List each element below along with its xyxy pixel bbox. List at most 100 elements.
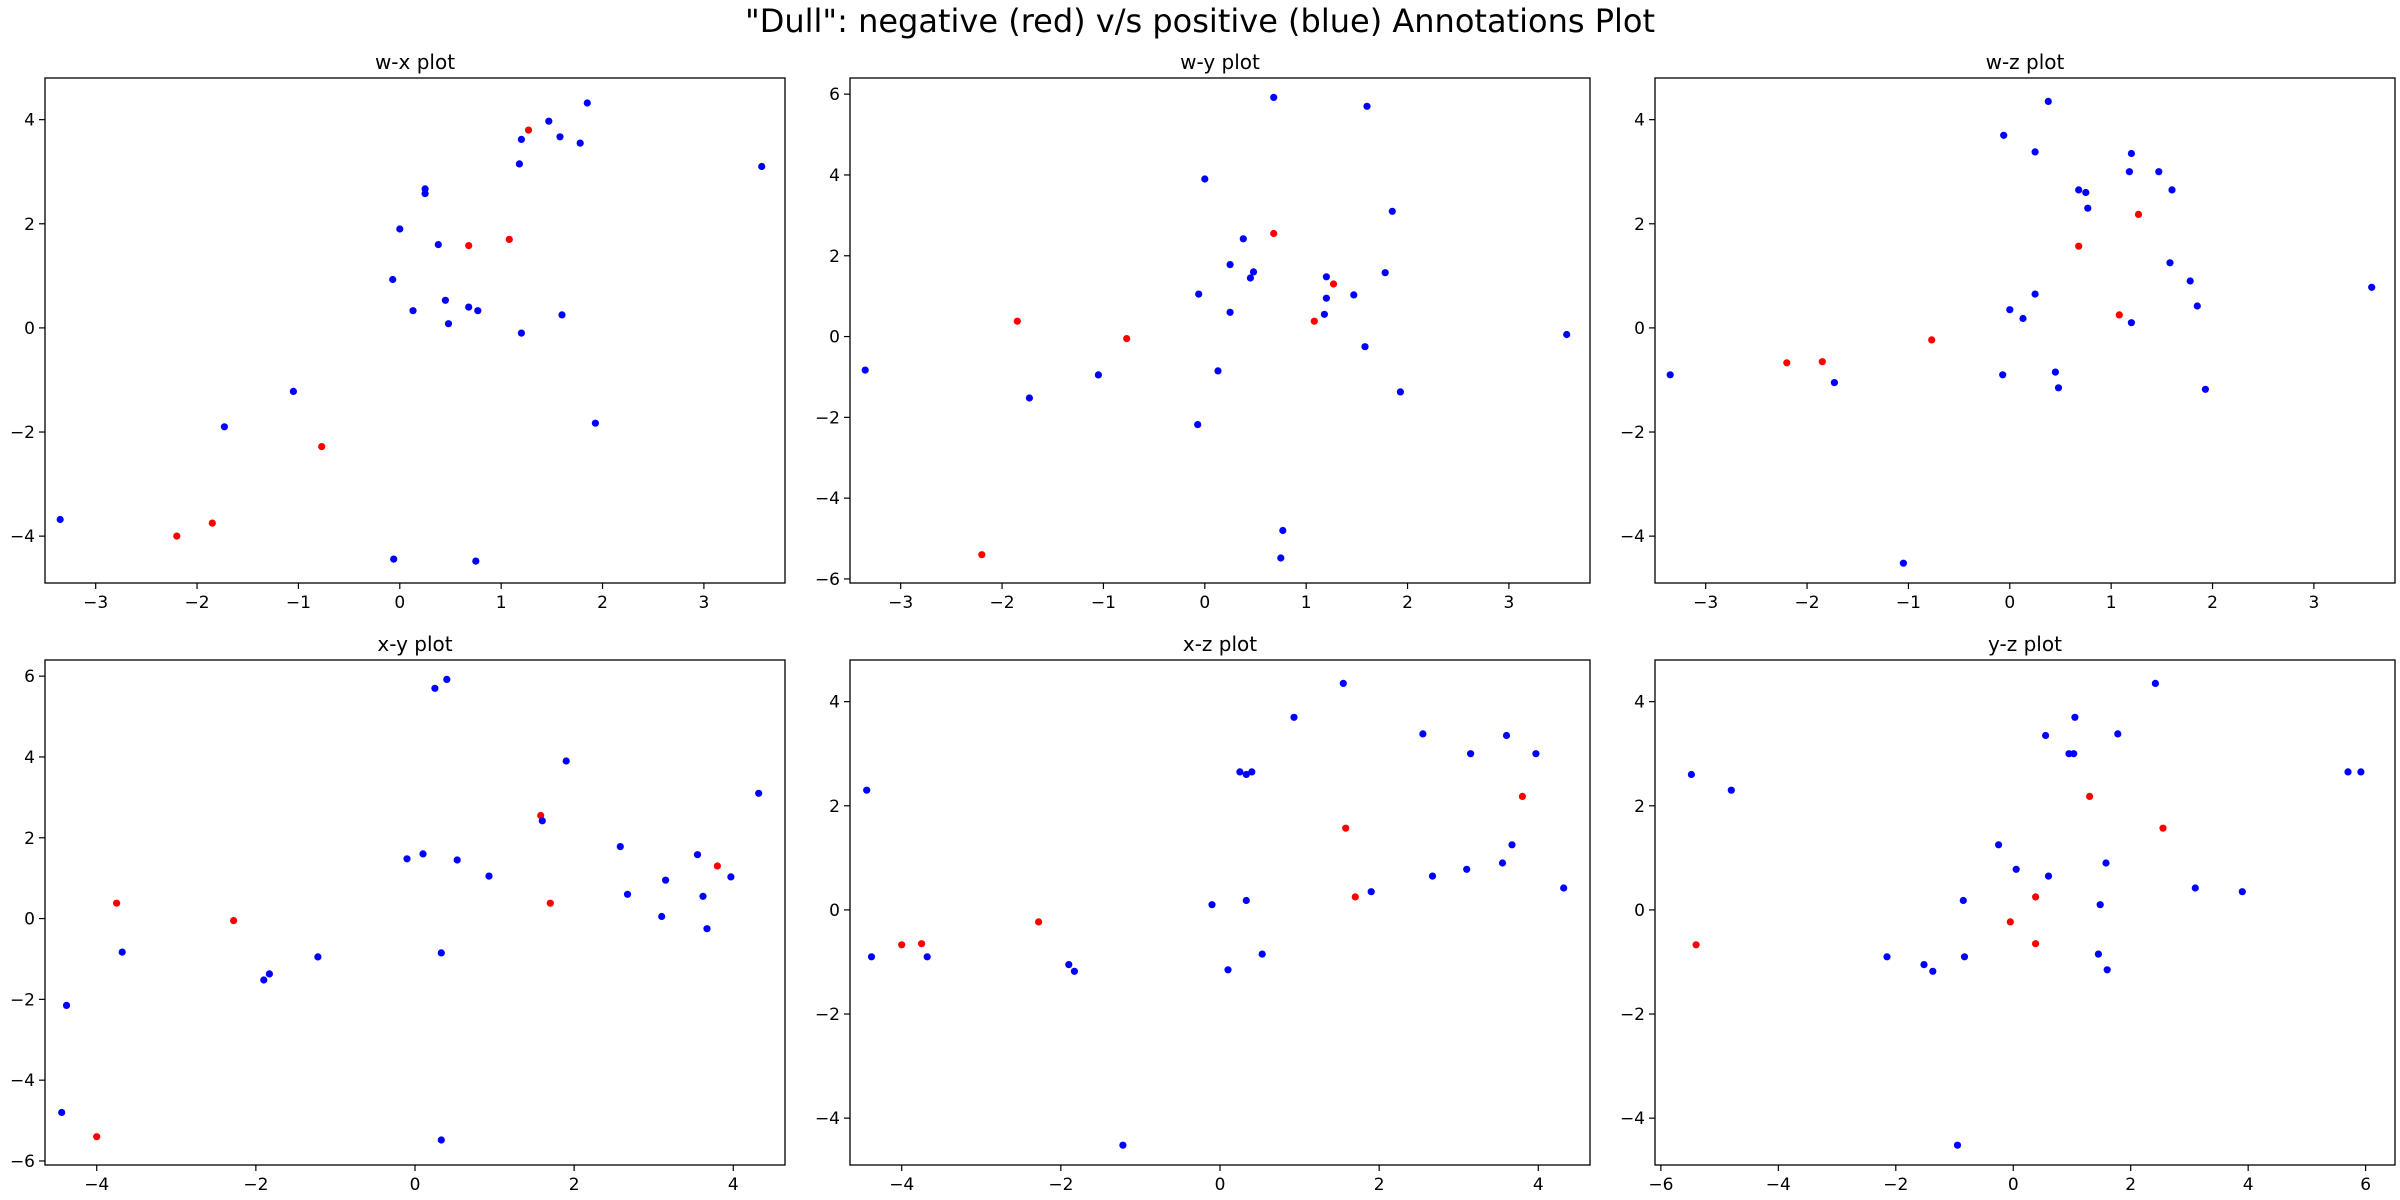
positive-point <box>396 225 404 233</box>
y-tick-label: −6 <box>10 1152 35 1172</box>
positive-point <box>1396 388 1404 396</box>
negative-point <box>1123 335 1131 343</box>
positive-point <box>2094 950 2102 958</box>
x-tick-label: −4 <box>889 1175 914 1195</box>
positive-point <box>434 241 442 249</box>
positive-point <box>1246 274 1254 282</box>
y-tick-label: 4 <box>829 166 840 186</box>
positive-point <box>538 817 546 825</box>
y-tick-label: 4 <box>24 748 35 768</box>
y-tick-label: −4 <box>815 489 840 509</box>
positive-point <box>1025 394 1033 402</box>
positive-point <box>1070 967 1078 975</box>
x-tick-label: −2 <box>1048 1175 1073 1195</box>
positive-point <box>1929 967 1937 975</box>
positive-point <box>314 953 322 961</box>
positive-point <box>437 949 445 957</box>
x-tick-label: 6 <box>2360 1175 2371 1195</box>
x-tick-label: −1 <box>286 593 311 613</box>
subplot-title: x-z plot <box>1183 632 1257 656</box>
x-tick-label: 2 <box>2125 1175 2136 1195</box>
x-tick-label: 2 <box>1402 593 1413 613</box>
y-tick-label: 4 <box>24 111 35 131</box>
positive-point <box>1502 731 1511 740</box>
positive-point <box>472 557 480 565</box>
positive-point <box>437 1136 445 1144</box>
positive-point <box>265 970 273 978</box>
x-tick-label: −2 <box>185 593 210 613</box>
positive-point <box>1242 770 1250 779</box>
x-tick-label: −1 <box>1091 593 1116 613</box>
plot-frame <box>849 659 1591 1166</box>
y-tick-label: 0 <box>24 910 35 930</box>
x-tick-label: 3 <box>698 593 709 613</box>
negative-point <box>2032 893 2040 901</box>
negative-point <box>2086 792 2094 801</box>
positive-point <box>755 789 763 797</box>
negative-point <box>978 551 986 559</box>
positive-point <box>517 329 526 337</box>
positive-point <box>1094 371 1102 379</box>
positive-point <box>583 99 591 107</box>
positive-point <box>1463 865 1471 873</box>
positive-point <box>1226 261 1234 269</box>
positive-point <box>1226 308 1234 316</box>
plot-frame <box>44 77 786 584</box>
negative-point <box>113 899 121 907</box>
positive-point <box>591 419 600 427</box>
x-tick-label: 2 <box>597 593 608 613</box>
x-tick-label: −2 <box>243 1175 268 1195</box>
negative-point <box>1692 941 1700 949</box>
positive-point <box>2031 148 2039 156</box>
positive-point <box>1367 888 1375 896</box>
positive-point <box>2127 149 2135 158</box>
positive-point <box>923 953 931 961</box>
positive-point <box>1361 343 1369 351</box>
x-tick-label: 0 <box>410 1175 421 1195</box>
positive-point <box>558 311 566 319</box>
negative-point <box>1013 317 1021 325</box>
positive-point <box>2344 768 2352 776</box>
positive-point <box>1899 559 1907 567</box>
x-tick-label: 2 <box>2207 593 2218 613</box>
positive-point <box>863 786 871 794</box>
positive-point <box>118 948 126 956</box>
positive-point <box>1248 768 1256 776</box>
x-tick-label: 1 <box>496 593 507 613</box>
positive-point <box>431 684 439 692</box>
positive-point <box>1242 896 1250 905</box>
positive-point <box>444 320 453 328</box>
positive-point <box>1563 330 1571 339</box>
positive-point <box>2238 888 2246 896</box>
x-tick-label: 2 <box>569 1175 580 1195</box>
positive-point <box>2082 188 2090 197</box>
negative-point <box>93 1133 101 1141</box>
positive-point <box>861 366 869 374</box>
positive-point <box>2186 277 2194 285</box>
plot-frame <box>849 77 1591 584</box>
positive-point <box>703 925 711 933</box>
y-tick-label: −2 <box>10 990 35 1010</box>
positive-point <box>2125 168 2133 176</box>
x-tick-label: 0 <box>394 593 405 613</box>
positive-point <box>867 953 876 961</box>
positive-point <box>1194 421 1202 429</box>
x-tick-label: 4 <box>2243 1175 2254 1195</box>
positive-point <box>443 675 451 684</box>
x-tick-label: −6 <box>1648 1175 1673 1195</box>
positive-point <box>419 850 427 858</box>
x-tick-label: −2 <box>990 593 1015 613</box>
subplot-title: w-x plot <box>375 50 455 74</box>
positive-point <box>389 275 397 284</box>
plot-frame <box>44 659 786 1166</box>
positive-point <box>1419 730 1427 738</box>
y-tick-label: −2 <box>1620 423 1645 443</box>
positive-point <box>453 856 461 864</box>
negative-point <box>1329 280 1338 288</box>
positive-point <box>2070 750 2078 758</box>
positive-point <box>658 912 666 921</box>
y-tick-label: 2 <box>1634 797 1645 817</box>
x-tick-label: 0 <box>1199 593 1210 613</box>
positive-point <box>1960 953 1969 961</box>
positive-point <box>260 976 268 984</box>
